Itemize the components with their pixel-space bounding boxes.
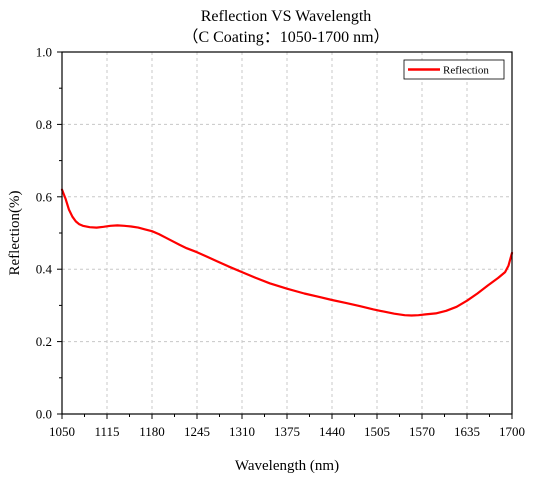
y-tick-label: 0.4 — [36, 262, 53, 277]
grid-lines — [62, 52, 512, 414]
x-tick-label: 1375 — [274, 424, 300, 439]
x-tick-label: 1440 — [319, 424, 345, 439]
x-tick-label: 1180 — [139, 424, 165, 439]
x-axis-label: Wavelength (nm) — [235, 458, 339, 474]
series-layer — [60, 188, 514, 317]
legend-box — [403, 59, 505, 80]
y-tick-label: 0.2 — [36, 334, 52, 349]
x-tick-label: 1050 — [49, 424, 75, 439]
axis-ticks: 1050 1115 1180 1245 1310 1375 1440 1505 1570 1635… — [36, 45, 525, 440]
x-tick-label: 1570 — [409, 424, 435, 439]
y-axis-label: Reflection(%) — [7, 191, 23, 276]
chart-title: Reflection VS Wavelength — [201, 8, 372, 25]
x-tick-label: 1245 — [184, 424, 210, 439]
x-tick-label: 1505 — [364, 424, 390, 439]
x-tick-label: 1115 — [94, 424, 119, 439]
y-tick-label: 0.6 — [36, 189, 53, 204]
series-line-reflection — [60, 188, 514, 317]
y-tick-label: 1.0 — [36, 45, 52, 60]
y-tick-label: 0.8 — [36, 117, 52, 132]
legend-label: Reflection — [443, 65, 489, 77]
legend: Reflection — [403, 59, 505, 80]
x-tick-label: 1635 — [454, 424, 480, 439]
x-tick-label: 1310 — [229, 424, 255, 439]
x-tick-label: 1700 — [499, 424, 525, 439]
chart-subtitle: （C Coating：1050-1700 nm） — [182, 28, 389, 46]
y-tick-label: 0.0 — [36, 407, 52, 422]
